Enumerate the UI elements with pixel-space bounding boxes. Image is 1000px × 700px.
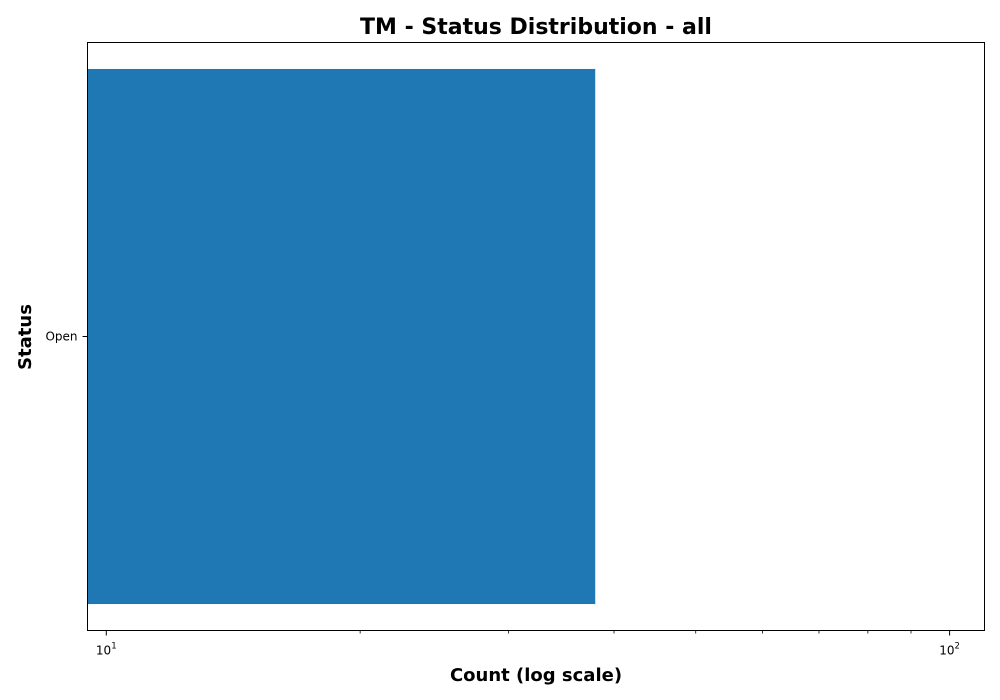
y-tick-label: Open xyxy=(45,330,77,344)
bars-group xyxy=(87,68,596,605)
x-tick-label: 102 xyxy=(939,642,960,658)
x-tick-label: 101 xyxy=(96,642,117,658)
x-axis-label: Count (log scale) xyxy=(450,665,622,686)
y-axis-ticks: Open xyxy=(45,330,88,344)
chart-title: TM - Status Distribution - all xyxy=(360,15,712,40)
bar-open xyxy=(87,68,596,605)
y-axis-label: Status xyxy=(15,304,36,370)
x-axis-ticks: 101 102 xyxy=(96,630,960,658)
